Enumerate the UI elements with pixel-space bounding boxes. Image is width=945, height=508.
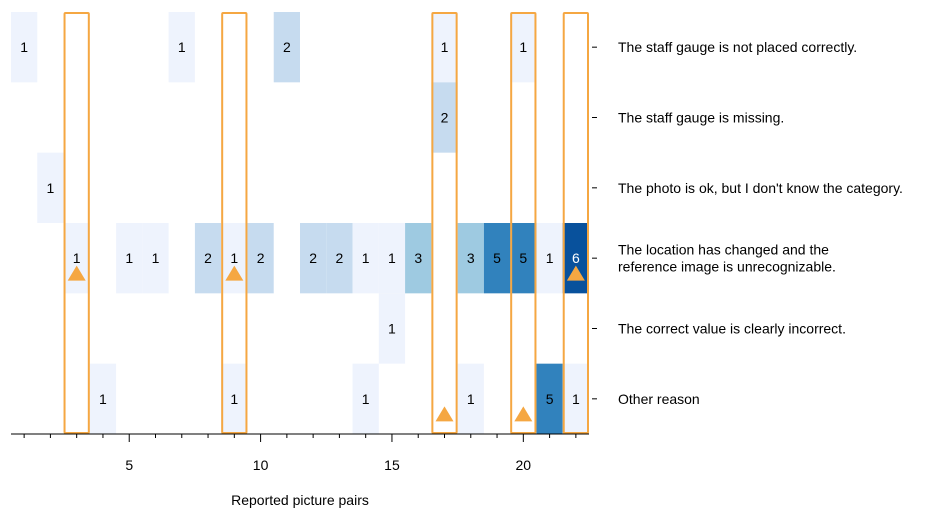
cell-value-label: 1 <box>20 39 28 55</box>
highlighted-column-outline <box>510 12 537 434</box>
cell-value-label: 5 <box>546 391 554 407</box>
heatmap-cell <box>483 223 511 294</box>
cell-value-label: 5 <box>493 250 501 266</box>
heatmap-cell <box>116 223 143 294</box>
cell-value-label: 1 <box>73 250 81 266</box>
heatmap-cell <box>37 152 64 223</box>
x-tick-label: 5 <box>125 457 133 473</box>
cell-value-label: 1 <box>125 250 133 266</box>
cell-value-label: 5 <box>519 250 527 266</box>
cell-value-label: 1 <box>467 391 475 407</box>
triangle-marker <box>566 265 585 281</box>
heatmap-cell <box>352 223 379 294</box>
heatmap-cell <box>221 223 248 294</box>
x-tick-label: 20 <box>516 457 532 473</box>
heatmap-cell <box>63 223 90 294</box>
heatmap-cell <box>405 223 432 294</box>
row-label: The staff gauge is missing. <box>618 110 784 126</box>
cell-value-label: 1 <box>230 391 238 407</box>
heatmap-cell <box>168 12 195 83</box>
highlighted-column-outline <box>221 12 248 434</box>
heatmap-cell <box>378 223 406 294</box>
highlighted-column-outline <box>63 12 90 434</box>
row-label: The staff gauge is not placed correctly. <box>618 39 857 55</box>
cell-value-label: 1 <box>47 180 55 196</box>
cell-value-label: 3 <box>414 250 422 266</box>
cell-value-label: 1 <box>519 39 527 55</box>
heatmap-cell <box>89 363 117 434</box>
heatmap-cell <box>11 12 38 83</box>
heatmap-cell <box>431 82 458 153</box>
triangle-marker <box>514 406 533 422</box>
triangle-marker <box>225 265 244 281</box>
row-label: Other reason <box>618 391 700 407</box>
x-tick-label: 10 <box>253 457 269 473</box>
cell-value-label: 1 <box>178 39 186 55</box>
heatmap-cell <box>562 223 589 294</box>
heatmap-cell <box>510 223 537 294</box>
heatmap-cell <box>326 223 353 294</box>
x-tick-label: 15 <box>384 457 400 473</box>
highlighted-column-outline <box>562 12 590 434</box>
cell-value-label: 1 <box>388 250 396 266</box>
triangle-layer <box>67 265 585 422</box>
heatmap-cell <box>247 223 274 294</box>
cell-value-label: 2 <box>441 110 449 126</box>
cell-value-label: 1 <box>441 39 449 55</box>
cell-value-label: 2 <box>257 250 265 266</box>
heatmap-cell <box>300 223 327 294</box>
x-axis-title: Reported picture pairs <box>231 492 369 508</box>
highlight-layer <box>63 12 590 434</box>
cell-value-label: 1 <box>152 250 160 266</box>
highlighted-column-outline <box>431 12 458 434</box>
heatmap-cell <box>562 363 589 434</box>
cell-value-label: 1 <box>362 250 370 266</box>
row-label-layer: The staff gauge is not placed correctly.… <box>618 39 903 407</box>
heatmap-cell <box>457 363 484 434</box>
cell-value-label: 1 <box>99 391 107 407</box>
heatmap-cell <box>378 293 406 364</box>
cell-value-label: 1 <box>230 250 238 266</box>
cell-value-label: 1 <box>388 321 396 337</box>
heatmap-cell <box>510 12 537 83</box>
triangle-marker <box>67 265 86 281</box>
triangle-marker <box>435 406 454 422</box>
heatmap-cell <box>221 363 248 434</box>
cell-value-label: 1 <box>362 391 370 407</box>
heatmap-cell <box>536 363 563 434</box>
cell-value-label: 2 <box>336 250 344 266</box>
cell-value-label: 6 <box>572 250 580 266</box>
row-label: The correct value is clearly incorrect. <box>618 321 846 337</box>
cell-value-label: 1 <box>572 391 580 407</box>
row-label: The location has changed and the <box>618 242 829 258</box>
cell-value-label: 3 <box>467 250 475 266</box>
axis-layer: 5 10 15 20 <box>11 46 597 473</box>
cell-value-label: 2 <box>204 250 212 266</box>
heatmap-cell <box>536 223 563 294</box>
cell-value-label: 2 <box>309 250 317 266</box>
row-label: reference image is unrecognizable. <box>618 259 836 275</box>
heatmap-cell <box>431 12 458 83</box>
heatmap-cell <box>457 223 484 294</box>
cell-value-label: 2 <box>283 39 291 55</box>
heatmap-cell <box>352 363 379 434</box>
heatmap-cell <box>142 223 169 294</box>
row-label: The photo is ok, but I don't know the ca… <box>618 180 903 196</box>
heatmap-cell <box>273 12 300 83</box>
heatmap-cell <box>194 223 222 294</box>
cell-value-label: 1 <box>546 250 554 266</box>
